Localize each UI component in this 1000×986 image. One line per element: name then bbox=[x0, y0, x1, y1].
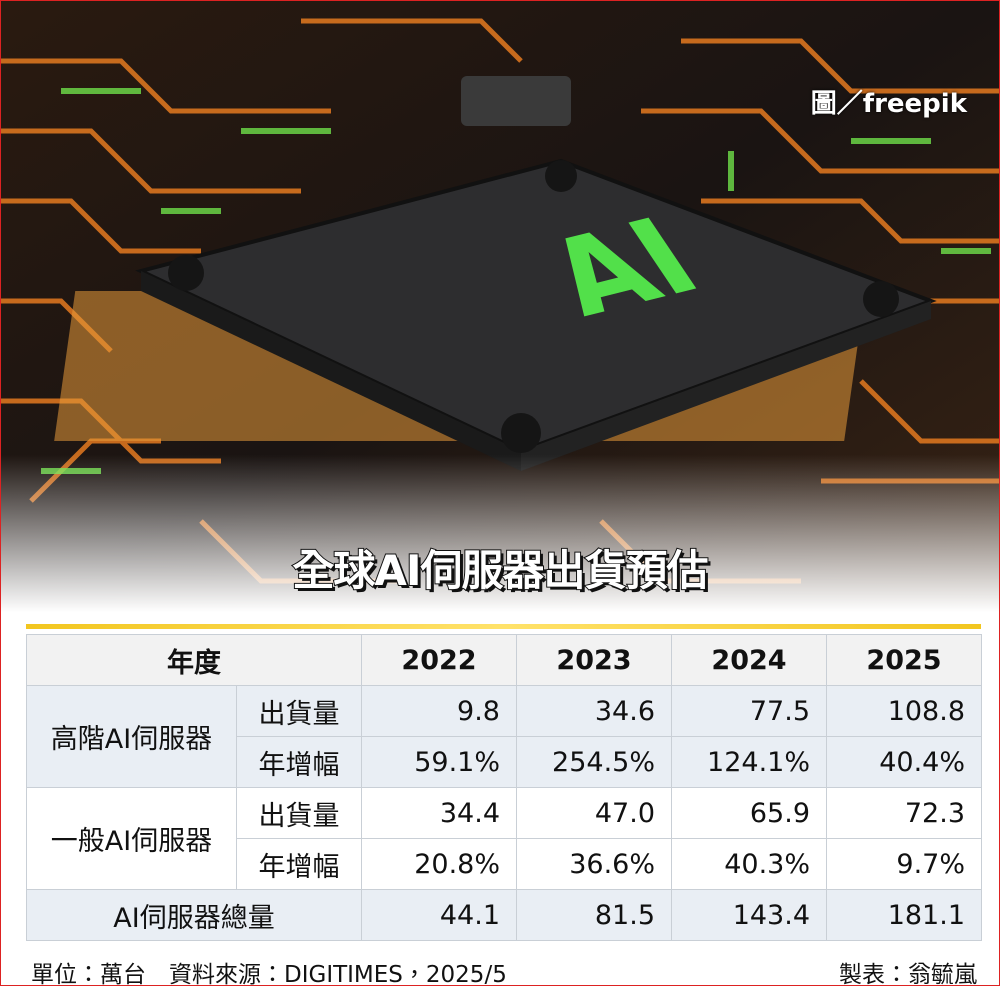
metric-label: 年增幅 bbox=[236, 838, 362, 890]
value-cell: 143.4 bbox=[671, 889, 827, 941]
value-cell: 65.9 bbox=[671, 787, 827, 839]
header-cell: 2024 bbox=[671, 634, 827, 686]
title: 全球AI伺服器出貨預估 bbox=[291, 545, 709, 596]
photo-credit: 圖／freepik bbox=[810, 89, 967, 119]
data-row: 年增幅 59.1% 254.5% 124.1% 40.4% bbox=[27, 736, 982, 788]
value-cell: 47.0 bbox=[516, 787, 672, 839]
metric-label: 出貨量 bbox=[236, 685, 362, 737]
metric-label: 出貨量 bbox=[236, 787, 362, 839]
value-cell: 108.8 bbox=[826, 685, 982, 737]
group-label: 高階AI伺服器 bbox=[26, 685, 237, 788]
value-cell: 72.3 bbox=[826, 787, 982, 839]
data-table: 年度 2022 2023 2024 2025 高階AI伺服器 出貨量 9.8 34.6 77.5 1… bbox=[26, 634, 982, 941]
background-photo: AI bbox=[1, 1, 999, 631]
data-row: 高階AI伺服器 出貨量 9.8 34.6 77.5 108.8 bbox=[26, 685, 982, 788]
value-cell: 9.7% bbox=[826, 838, 982, 890]
author-note: 製表：翁毓嵐 bbox=[839, 962, 977, 986]
total-label: AI伺服器總量 bbox=[26, 889, 362, 941]
value-cell: 77.5 bbox=[671, 685, 827, 737]
value-cell: 9.8 bbox=[361, 685, 517, 737]
value-cell: 81.5 bbox=[516, 889, 672, 941]
header-cell: 2023 bbox=[516, 634, 672, 686]
group-label: 一般AI伺服器 bbox=[26, 787, 237, 890]
value-cell: 59.1% bbox=[361, 736, 517, 788]
value-cell: 181.1 bbox=[826, 889, 982, 941]
header-cell: 2025 bbox=[826, 634, 982, 686]
header-cell: 2022 bbox=[361, 634, 517, 686]
header-row: 年度 2022 2023 2024 2025 bbox=[26, 634, 982, 686]
value-cell: 44.1 bbox=[361, 889, 517, 941]
value-cell: 254.5% bbox=[516, 736, 672, 788]
total-row: AI伺服器總量 44.1 81.5 143.4 181.1 bbox=[26, 889, 982, 941]
value-cell: 40.4% bbox=[826, 736, 982, 788]
metric-label: 年增幅 bbox=[236, 736, 362, 788]
divider bbox=[26, 624, 981, 629]
header-cell: 年度 bbox=[26, 634, 362, 686]
value-cell: 40.3% bbox=[671, 838, 827, 890]
data-row: 一般AI伺服器 出貨量 34.4 47.0 65.9 72.3 bbox=[26, 787, 982, 890]
value-cell: 124.1% bbox=[671, 736, 827, 788]
source-note: 單位：萬台 資料來源：DIGITIMES，2025/5 bbox=[31, 962, 507, 986]
value-cell: 34.4 bbox=[361, 787, 517, 839]
value-cell: 34.6 bbox=[516, 685, 672, 737]
data-row: 年增幅 20.8% 36.6% 40.3% 9.7% bbox=[27, 838, 982, 890]
value-cell: 36.6% bbox=[516, 838, 672, 890]
value-cell: 20.8% bbox=[361, 838, 517, 890]
